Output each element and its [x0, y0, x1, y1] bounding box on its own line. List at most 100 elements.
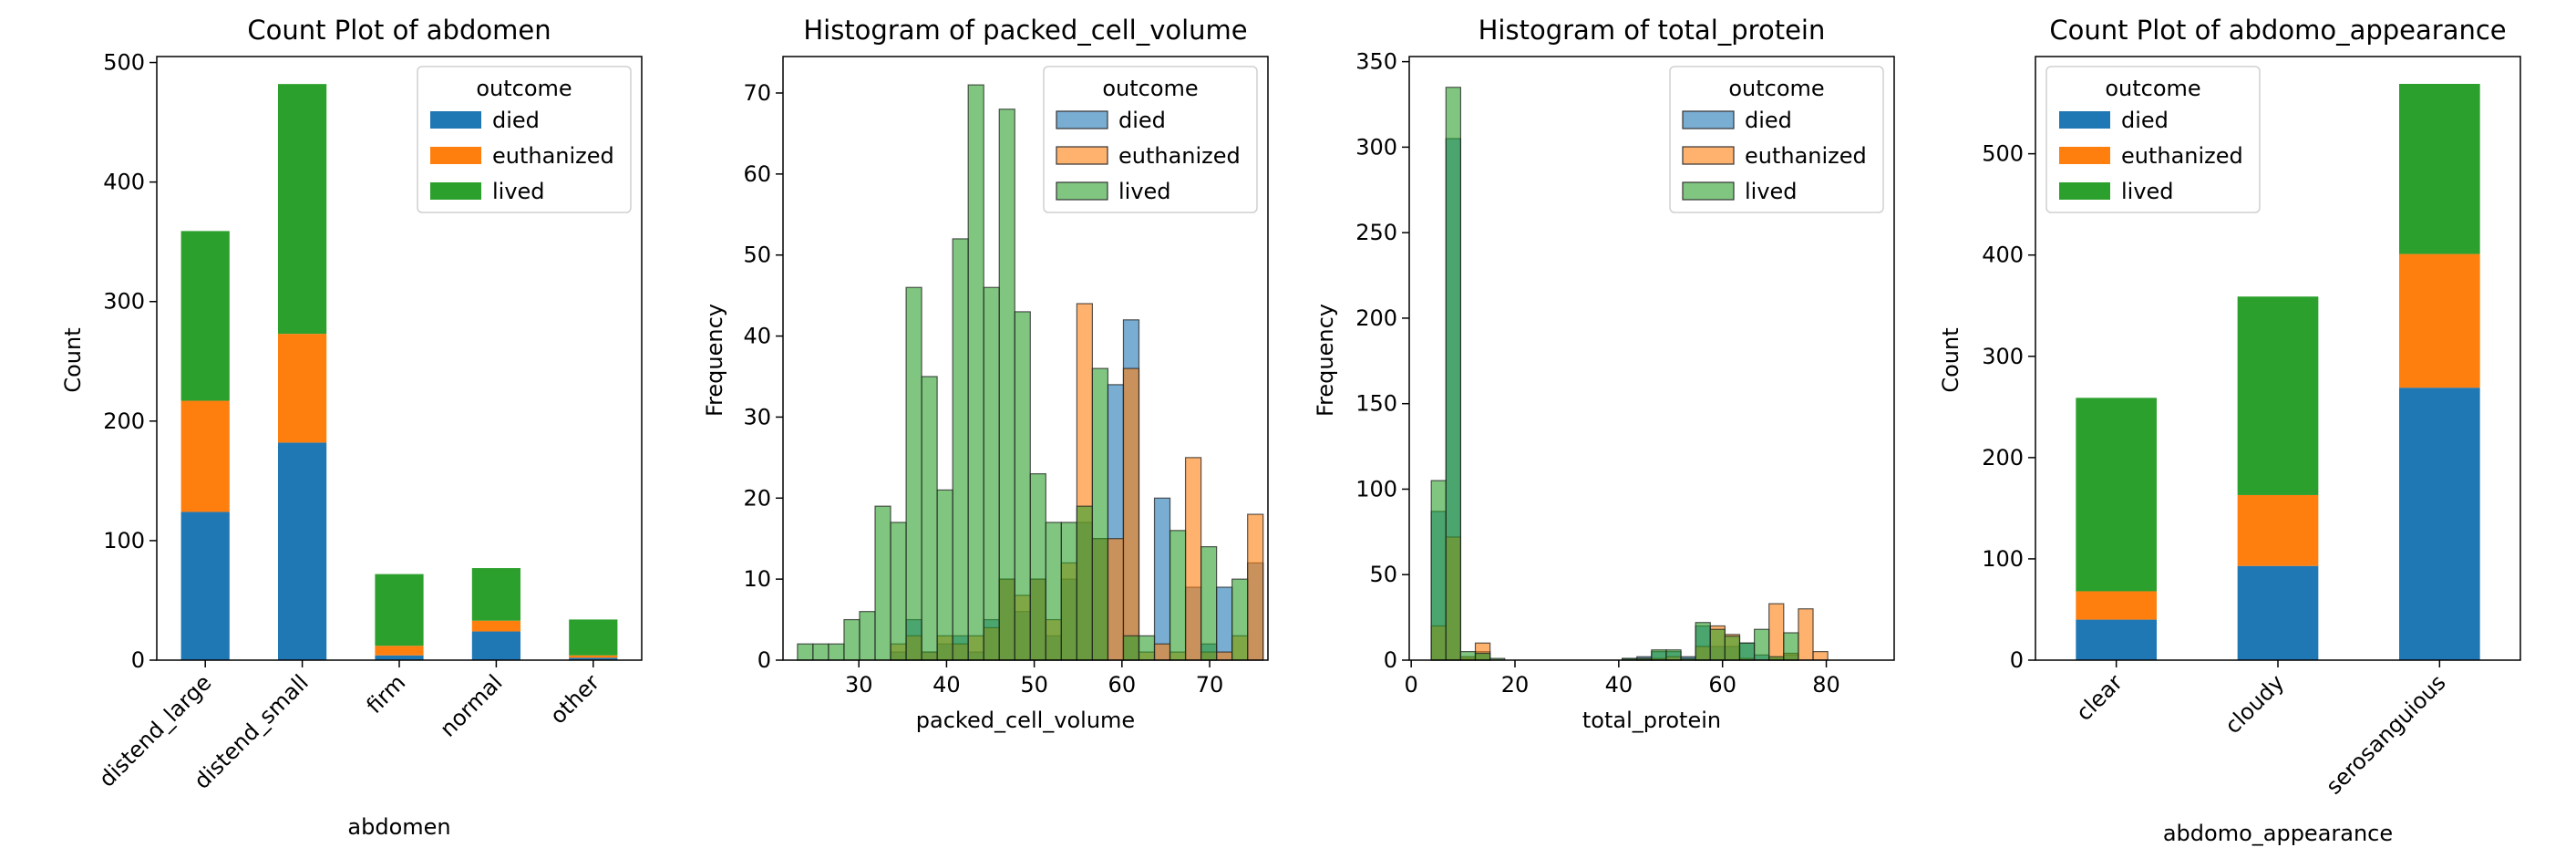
legend-swatch-lived	[1682, 181, 1735, 201]
y-tick-label: 500	[1982, 141, 2024, 167]
bar-euthanized	[278, 334, 327, 443]
axes-frame	[2035, 56, 2521, 661]
legend-swatch-died	[1682, 110, 1735, 129]
y-tick-label: 0	[2010, 647, 2024, 673]
hist-bar-euthanized	[1798, 608, 1814, 661]
y-axis-label: Frequency	[1313, 304, 1338, 417]
y-tick-label: 40	[743, 324, 771, 349]
bar-lived	[569, 619, 618, 656]
bar-euthanized	[569, 655, 618, 658]
plot-area: 0 20 40 60 80 0 50 100 150 200 250 300 350 outcome die…	[1355, 49, 1895, 698]
hist-bar-lived	[1029, 473, 1046, 661]
hist-bar-lived	[1045, 522, 1062, 661]
hist-bar-lived	[1738, 642, 1756, 661]
bar-died	[2237, 565, 2319, 660]
x-axis-label: packed_cell_volume	[916, 708, 1135, 733]
legend-swatch-died	[430, 111, 481, 129]
y-tick-label: 250	[1355, 220, 1397, 245]
legend-label-euthanized: euthanized	[492, 143, 614, 169]
legend-frame	[417, 66, 632, 213]
hist-bar-died	[1216, 586, 1233, 661]
chart-title: Histogram of packed_cell_volume	[803, 15, 1247, 46]
x-tick-label: 40	[1605, 672, 1633, 698]
hist-bar-lived	[1122, 635, 1140, 661]
hist-bar-euthanized	[1184, 457, 1202, 661]
legend-label-lived: lived	[492, 179, 545, 204]
x-tick-label: other	[545, 669, 604, 729]
hist-bar-lived	[843, 618, 860, 661]
bar-died	[2399, 388, 2480, 660]
legend-frame	[1043, 66, 1258, 213]
x-tick-label: clear	[2071, 669, 2128, 726]
y-tick-label: 400	[103, 170, 145, 195]
chart-abdomo-appearance: Count Plot of abdomo_appearance clear clo…	[1938, 15, 2521, 846]
legend-label-euthanized: euthanized	[2121, 143, 2243, 169]
chart-title: Count Plot of abdomen	[247, 15, 551, 46]
axes-frame	[156, 56, 643, 661]
y-axis-label: Count	[1938, 327, 1963, 392]
hist-bar-lived	[1076, 505, 1094, 661]
bar-died	[471, 631, 520, 660]
bar-euthanized	[180, 400, 230, 512]
hist-bar-lived	[1091, 367, 1109, 661]
x-tick-label: serosanguious	[2321, 669, 2450, 799]
hist-bar-lived	[1695, 622, 1711, 661]
y-tick-label: 50	[1369, 562, 1397, 587]
hist-bar-lived	[1014, 311, 1031, 661]
plot-area: 30 40 50 60 70 0 10 20 30 40 50 60 70 outcome died euth…	[743, 56, 1269, 698]
y-tick-label: 200	[1982, 445, 2024, 470]
hist-bar-lived	[1060, 522, 1077, 661]
hist-bar-lived	[983, 286, 1000, 661]
legend: outcome died euthanized lived	[417, 66, 632, 213]
x-tick-label: 60	[1108, 672, 1137, 698]
hist-bar-lived	[812, 643, 829, 661]
legend-label-euthanized: euthanized	[1118, 143, 1241, 169]
bar-lived	[278, 84, 327, 335]
bar-euthanized	[375, 646, 424, 656]
legend-label-euthanized: euthanized	[1745, 143, 1867, 169]
axes-frame	[1408, 56, 1895, 661]
x-axis-label: total_protein	[1582, 708, 1721, 733]
hist-bar-lived	[1724, 636, 1741, 661]
hist-bar-lived	[921, 376, 938, 661]
chart-total-protein: Histogram of total_protein 0 20 40 60 80 0 50 1…	[1313, 15, 1895, 733]
y-tick-label: 0	[131, 647, 145, 673]
legend-swatch-died	[2059, 111, 2110, 129]
y-tick-label: 100	[1355, 476, 1397, 501]
x-tick-label: 80	[1812, 672, 1840, 698]
legend: outcome died euthanized lived	[1669, 66, 1884, 213]
plot-area: clear cloudy serosanguious 0 100 200 300 400 500…	[1982, 56, 2521, 800]
x-tick-label: 60	[1708, 672, 1736, 698]
y-tick-label: 70	[743, 80, 771, 106]
y-tick-label: 10	[743, 566, 771, 592]
bar-lived	[375, 574, 424, 646]
hist-bar-lived	[1445, 87, 1462, 661]
y-tick-label: 20	[743, 485, 771, 511]
y-tick-label: 100	[103, 528, 145, 553]
bar-died	[569, 657, 618, 660]
hist-bar-euthanized	[1247, 513, 1264, 661]
legend: outcome died euthanized lived	[2045, 66, 2261, 213]
bar-euthanized	[2399, 253, 2480, 388]
x-axis-label: abdomo_appearance	[2163, 821, 2393, 846]
hist-bar-lived	[1138, 635, 1156, 661]
x-tick-label: 50	[1020, 672, 1048, 698]
hist-bar-euthanized	[1216, 651, 1233, 661]
x-tick-label: 40	[933, 672, 961, 698]
bar-died	[278, 442, 327, 660]
x-tick-label: firm	[362, 669, 411, 718]
bar-lived	[2237, 296, 2319, 495]
y-tick-label: 300	[1982, 344, 2024, 369]
y-tick-label: 300	[103, 289, 145, 315]
y-tick-label: 350	[1355, 49, 1397, 75]
y-tick-label: 400	[1982, 243, 2024, 268]
hist-bar-lived	[936, 489, 953, 661]
legend: outcome died euthanized lived	[1043, 66, 1258, 213]
hist-bar-lived	[1651, 649, 1667, 661]
hist-bar-lived	[1200, 545, 1218, 661]
y-tick-label: 200	[103, 408, 145, 434]
hist-bar-lived	[998, 109, 1015, 661]
y-tick-label: 500	[103, 50, 145, 76]
x-axis-label: abdomen	[347, 814, 450, 840]
hist-bar-lived	[905, 286, 922, 661]
